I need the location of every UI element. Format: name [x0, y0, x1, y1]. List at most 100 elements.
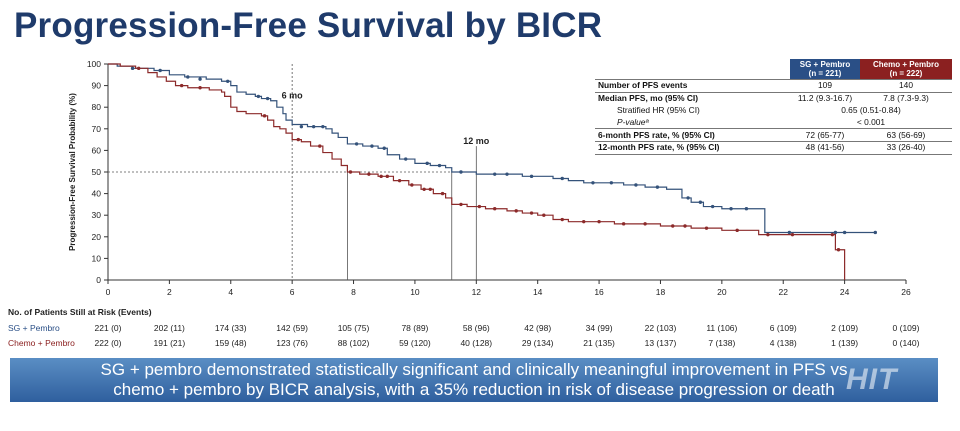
censor-mark-chemo [529, 211, 534, 215]
censor-mark-sg [321, 124, 325, 129]
risk-cell: 123 (76) [276, 338, 308, 348]
censor-mark-chemo [440, 191, 445, 196]
censor-mark-sg [404, 157, 408, 161]
censor-mark-chemo [830, 232, 835, 237]
censor-mark-sg [609, 181, 614, 185]
censor-mark-sg [787, 230, 792, 235]
censor-mark-chemo [385, 174, 389, 179]
row-label-events: Number of PFS events [595, 79, 790, 93]
censor-mark-sg [698, 200, 703, 204]
risk-cell: 40 (128) [460, 338, 493, 348]
x-tick-label: 6 [290, 287, 295, 297]
y-tick-label: 20 [92, 232, 102, 242]
risk-cell: 6 (109) [769, 323, 797, 333]
censor-mark-sg [198, 77, 202, 81]
censor-mark-chemo [367, 172, 371, 176]
censor-mark-sg [382, 146, 386, 150]
risk-cell: 191 (21) [153, 338, 186, 348]
censor-mark-sg [744, 207, 749, 211]
censor-mark-sg [560, 176, 564, 181]
x-tick-label: 14 [533, 287, 543, 297]
censor-mark-sg [130, 66, 135, 71]
risk-cell: 142 (59) [276, 323, 308, 333]
risk-cell: 222 (0) [94, 338, 122, 348]
risk-row-label: Chemo + Pembro [8, 338, 75, 348]
col-header-name: SG + Pembro [799, 60, 851, 69]
risk-cell: 174 (33) [214, 323, 247, 333]
col-header-name: Chemo + Pembro [872, 60, 939, 69]
x-tick-label: 2 [167, 287, 172, 297]
censor-mark-chemo [560, 217, 564, 222]
rate6-sg: 72 (65-77) [790, 128, 860, 142]
row-label-median: Median PFS, mo (95% CI) [595, 91, 790, 105]
risk-cell: 0 (109) [892, 323, 920, 333]
censor-mark-chemo [459, 202, 463, 207]
conclusion-banner: SG + pembro demonstrated statistically s… [10, 358, 938, 402]
censor-mark-sg [529, 174, 534, 179]
x-tick-label: 4 [228, 287, 233, 297]
x-tick-label: 8 [351, 287, 356, 297]
censor-mark-sg [591, 181, 595, 185]
y-tick-label: 70 [92, 124, 102, 134]
censor-mark-chemo [671, 224, 675, 228]
watermark: HIT NEWS [846, 363, 940, 430]
censor-mark-sg [299, 124, 304, 129]
y-tick-label: 100 [87, 59, 101, 69]
risk-cell: 88 (102) [337, 338, 370, 348]
x-tick-label: 24 [840, 287, 850, 297]
risk-cell: 7 (138) [708, 338, 736, 348]
censor-mark-sg [437, 163, 442, 168]
censor-mark-chemo [262, 114, 267, 118]
censor-mark-chemo [348, 170, 353, 174]
censor-mark-chemo [643, 222, 647, 226]
x-tick-label: 16 [594, 287, 604, 297]
risk-cell: 0 (140) [892, 338, 920, 348]
censor-mark-chemo [766, 232, 770, 237]
censor-mark-sg [265, 96, 270, 101]
risk-cell: 11 (106) [706, 323, 738, 333]
censor-mark-sg [354, 142, 359, 146]
x-tick-label: 12 [472, 287, 482, 297]
censor-mark-sg [459, 170, 463, 174]
censor-mark-sg [634, 183, 638, 187]
annotation-12mo: 12 mo [463, 136, 490, 146]
risk-cell: 22 (103) [644, 323, 677, 333]
censor-mark-chemo [493, 207, 497, 211]
risk-cell: 2 (109) [831, 323, 859, 333]
banner-line-1: SG + pembro demonstrated statistically s… [100, 360, 848, 379]
row-label-6mo: 6-month PFS rate, % (95% CI) [595, 128, 790, 142]
censor-mark-chemo [198, 86, 202, 90]
pfs-stats-table: SG + Pembro (n = 221) Chemo + Pembro (n = … [595, 59, 952, 155]
censor-mark-chemo [379, 174, 383, 179]
y-tick-label: 30 [92, 210, 102, 220]
km-line-sg [108, 63, 876, 234]
y-tick-label: 50 [92, 167, 102, 177]
x-tick-label: 22 [778, 287, 788, 297]
col-header-n: (n = 221) [808, 69, 842, 78]
risk-cell: 58 (96) [462, 323, 490, 333]
risk-cell: 202 (11) [153, 323, 185, 333]
pvalue: < 0.001 [856, 116, 886, 127]
rate12-chemo: 33 (26-40) [860, 140, 952, 155]
hr-value: 0.65 (0.51-0.84) [841, 104, 901, 115]
x-tick-label: 10 [410, 287, 420, 297]
km-line-chemo [108, 63, 846, 280]
y-tick-label: 40 [92, 189, 102, 199]
censor-mark-chemo [704, 226, 709, 230]
risk-cell: 1 (139) [831, 338, 859, 348]
col-header-n: (n = 222) [889, 69, 923, 78]
censor-mark-chemo [836, 248, 841, 252]
censor-mark-sg [873, 230, 878, 235]
risk-cell: 29 (134) [521, 338, 554, 348]
censor-mark-chemo [428, 187, 432, 191]
censor-mark-sg [370, 144, 374, 148]
censor-mark-chemo [422, 187, 426, 191]
col-header-chemo: Chemo + Pembro (n = 222) [860, 59, 952, 80]
censor-mark-chemo [136, 66, 141, 71]
y-tick-label: 90 [92, 81, 102, 91]
censor-mark-sg [256, 94, 261, 99]
row-label-12mo: 12-month PFS rate, % (95% CI) [595, 140, 790, 155]
censor-mark-chemo [514, 209, 518, 213]
y-tick-label: 60 [92, 145, 102, 155]
